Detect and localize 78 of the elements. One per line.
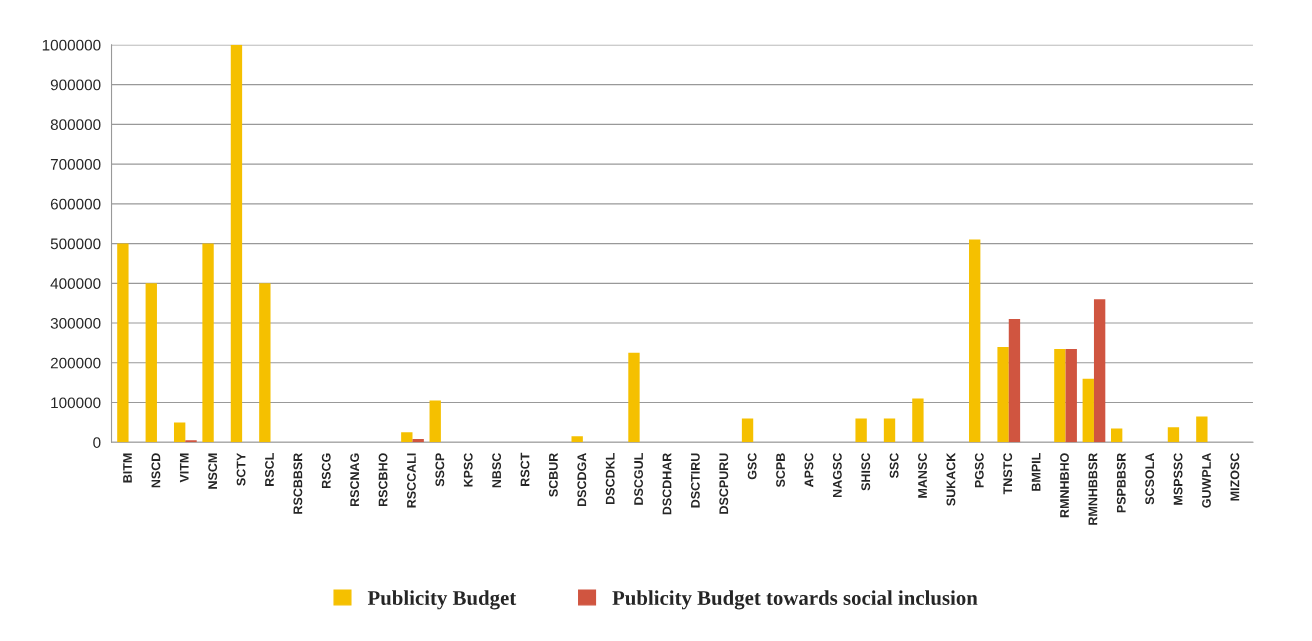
x-tick-label: BITM: [123, 453, 132, 483]
x-tick-label: TNSTC: [1003, 453, 1013, 495]
y-tick-label: 500000: [50, 238, 101, 250]
x-tick-label: NSCM: [208, 453, 218, 489]
x-tick-label: SHISC: [861, 453, 871, 491]
x-tick-label: PGSC: [974, 453, 984, 488]
bar: [1065, 348, 1077, 443]
x-tick-label: MSPSSC: [1173, 453, 1183, 505]
x-tick-label: DSCDHAR: [662, 452, 672, 515]
bar: [855, 418, 867, 443]
bar: [429, 400, 441, 443]
x-tick-label: GUWPLA: [1202, 453, 1211, 508]
x-tick-label: RSCT: [520, 452, 530, 486]
x-tick-label: RSCCALI: [407, 453, 416, 508]
legend-label: Publicity Budget towards social inclusion: [612, 590, 978, 610]
bar: [117, 243, 129, 443]
x-tick-label: PSPBBSR: [1116, 452, 1126, 513]
y-tick-label: 800000: [50, 119, 101, 131]
x-tick-label: SCBUR: [548, 452, 558, 497]
bar: [969, 239, 981, 443]
x-tick-label: RSCL: [265, 453, 274, 486]
bar: [1082, 378, 1094, 443]
x-tick-label: KPSC: [463, 453, 473, 487]
x-tick-label: DSCGUL: [634, 453, 643, 505]
y-tick-label: 200000: [50, 357, 101, 369]
y-tick-label: 0: [93, 437, 101, 448]
bar: [145, 283, 157, 443]
bar: [741, 418, 754, 443]
x-tick-label: SSC: [889, 453, 899, 479]
y-tick-label: 1000000: [42, 39, 101, 51]
bar: [1008, 319, 1021, 443]
x-tick-label: RMNHBHO: [1060, 453, 1069, 518]
bar: [173, 422, 186, 443]
x-tick-label: SUKACK: [946, 452, 956, 506]
bar: [628, 352, 640, 443]
bar: [1054, 348, 1066, 443]
x-tick-label: BMPIL: [1031, 453, 1041, 491]
bar: [401, 432, 413, 443]
bar: [912, 398, 924, 443]
x-tick-label: RSCNAG: [350, 453, 360, 507]
bar: [1093, 299, 1106, 443]
y-tick-label: 600000: [50, 198, 101, 210]
bar: [883, 418, 896, 443]
x-tick-label: SCPB: [776, 453, 785, 488]
x-tick-label: RSCBHO: [378, 453, 388, 507]
x-tick-label: SCSOLA: [1145, 453, 1155, 505]
y-tick-label: 300000: [50, 317, 101, 329]
bar: [412, 439, 424, 443]
x-tick-label: DSCDGA: [577, 453, 587, 507]
x-tick-label: VITM: [179, 453, 189, 483]
x-tick-label: DSCDKL: [605, 453, 615, 504]
x-tick-label: NBSC: [492, 453, 502, 488]
bar: [1110, 428, 1123, 443]
bar: [1196, 416, 1208, 443]
bar: [230, 44, 243, 443]
y-tick-label: 900000: [50, 79, 101, 91]
x-tick-label: NSCD: [151, 453, 161, 488]
bar: [571, 436, 583, 443]
x-tick-label: NAGSC: [832, 453, 842, 498]
bar: [997, 346, 1009, 443]
x-tick-label: SSCP: [435, 453, 445, 487]
legend-label: Publicity Budget: [367, 590, 517, 610]
bar: [1167, 427, 1180, 443]
x-tick-label: RSCBBSR: [293, 452, 303, 514]
y-tick-label: 700000: [50, 158, 101, 170]
x-tick-label: RMNHBBSR: [1088, 452, 1098, 525]
x-tick-label: DSCPURU: [719, 453, 729, 514]
y-tick-label: 400000: [50, 278, 101, 290]
x-tick-label: DSCTIRU: [690, 453, 700, 508]
x-tick-label: MANSC: [918, 453, 927, 498]
x-tick-label: RSCG: [321, 453, 331, 488]
y-tick-label: 100000: [51, 397, 101, 409]
x-tick-label: APSC: [804, 453, 814, 488]
bar: [202, 243, 214, 443]
x-tick-label: SCTY: [236, 452, 246, 486]
x-tick-label: MIZOSC: [1230, 453, 1240, 501]
x-tick-label: GSC: [747, 453, 757, 480]
bar: [259, 283, 271, 443]
